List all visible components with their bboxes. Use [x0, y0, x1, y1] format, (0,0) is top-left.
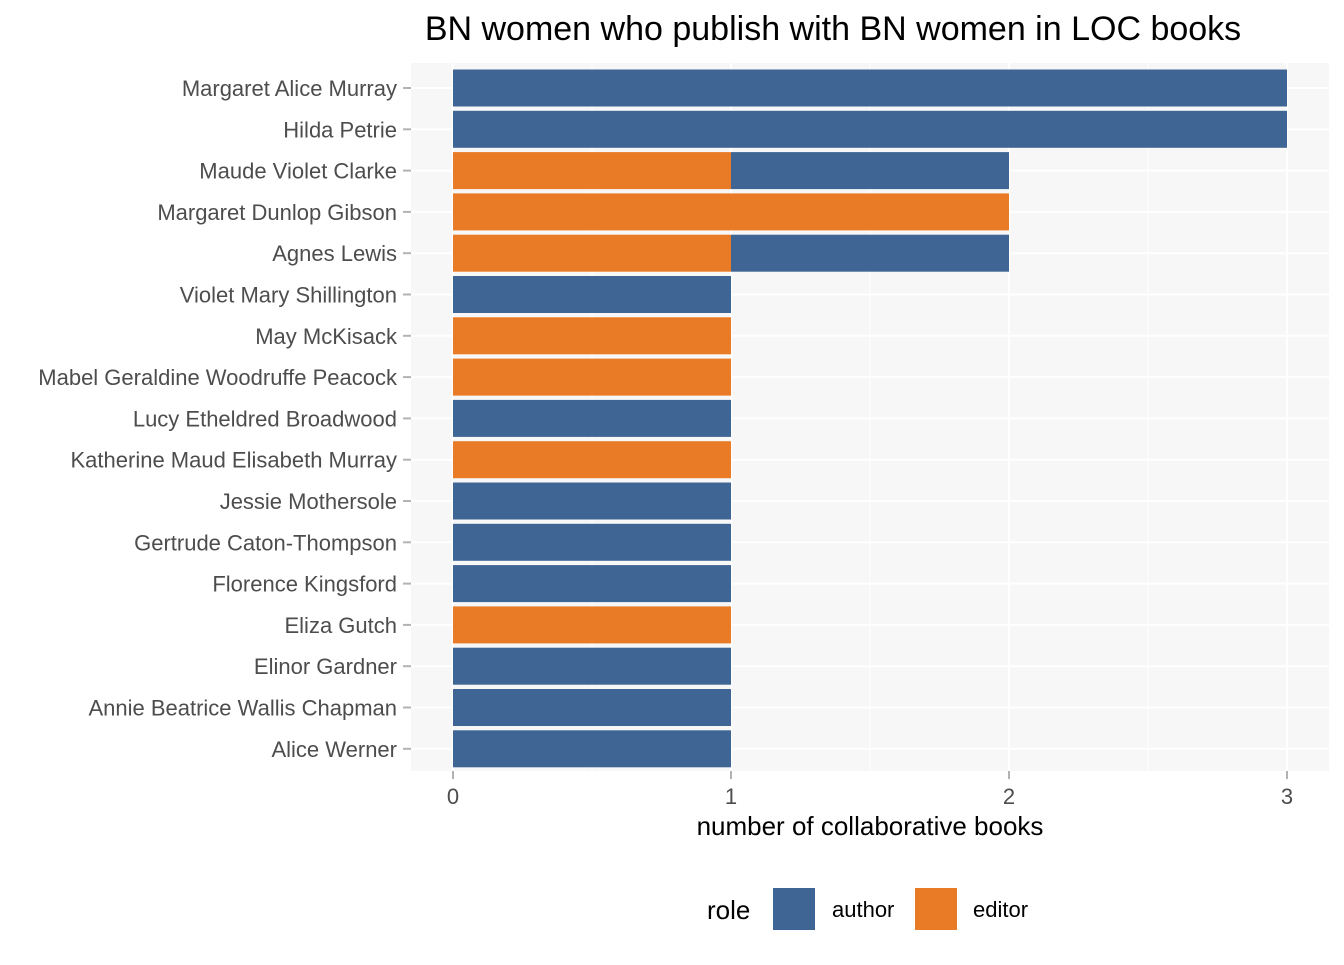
bar-author: [453, 730, 731, 768]
bar-editor: [453, 358, 731, 396]
bar-editor: [453, 193, 1009, 231]
y-tick-label: Florence Kingsford: [212, 572, 397, 597]
x-tick-label: 3: [1281, 784, 1293, 809]
bar-author: [453, 689, 731, 726]
y-tick-label: Margaret Alice Murray: [182, 76, 397, 101]
y-tick-label: Gertrude Caton-Thompson: [134, 530, 397, 555]
bar-author: [453, 482, 731, 520]
y-axis: Margaret Alice Murray Hilda Petrie Maude V…: [38, 76, 411, 762]
bar-author: [731, 152, 1009, 190]
y-tick-label: Hilda Petrie: [283, 117, 397, 142]
bar-author: [453, 565, 731, 603]
y-tick-label: May McKisack: [255, 324, 398, 349]
x-tick-label: 0: [447, 784, 459, 809]
legend-key-editor: [915, 888, 957, 930]
y-tick-label: Violet Mary Shillington: [180, 283, 397, 308]
bar-author: [453, 276, 731, 313]
y-tick-label: Maude Violet Clarke: [199, 159, 397, 184]
y-tick-label: Jessie Mothersole: [220, 489, 397, 514]
y-tick-label: Lucy Etheldred Broadwood: [133, 406, 397, 431]
bar-editor: [453, 606, 731, 644]
bar-author: [453, 110, 1287, 148]
bar-editor: [453, 152, 731, 190]
x-tick-label: 2: [1003, 784, 1015, 809]
bar-editor: [453, 441, 731, 479]
legend-label-author: author: [832, 897, 894, 922]
y-tick-label: Margaret Dunlop Gibson: [157, 200, 397, 225]
legend-label-editor: editor: [973, 897, 1028, 922]
x-axis-label: number of collaborative books: [697, 811, 1044, 841]
y-tick-label: Annie Beatrice Wallis Chapman: [88, 696, 397, 721]
x-tick-label: 1: [725, 784, 737, 809]
y-tick-label: Agnes Lewis: [272, 241, 397, 266]
y-tick-label: Katherine Maud Elisabeth Murray: [71, 448, 398, 473]
bar-editor: [453, 317, 731, 355]
legend-key-author: [773, 888, 815, 930]
y-tick-label: Eliza Gutch: [285, 613, 398, 638]
bar-author: [453, 523, 731, 561]
bar-editor: [453, 234, 731, 272]
bars: [453, 69, 1287, 768]
chart-title: BN women who publish with BN women in LO…: [425, 10, 1241, 48]
bar-author: [453, 69, 1287, 107]
y-tick-label: Alice Werner: [271, 737, 397, 762]
y-tick-label: Elinor Gardner: [254, 654, 397, 679]
bar-author: [731, 234, 1009, 272]
y-tick-label: Mabel Geraldine Woodruffe Peacock: [38, 365, 398, 390]
x-axis: 0 1 2 3: [447, 771, 1293, 809]
legend-title: role: [707, 895, 750, 925]
legend: role author editor: [707, 888, 1028, 930]
bar-author: [453, 399, 731, 437]
bar-author: [453, 647, 731, 685]
